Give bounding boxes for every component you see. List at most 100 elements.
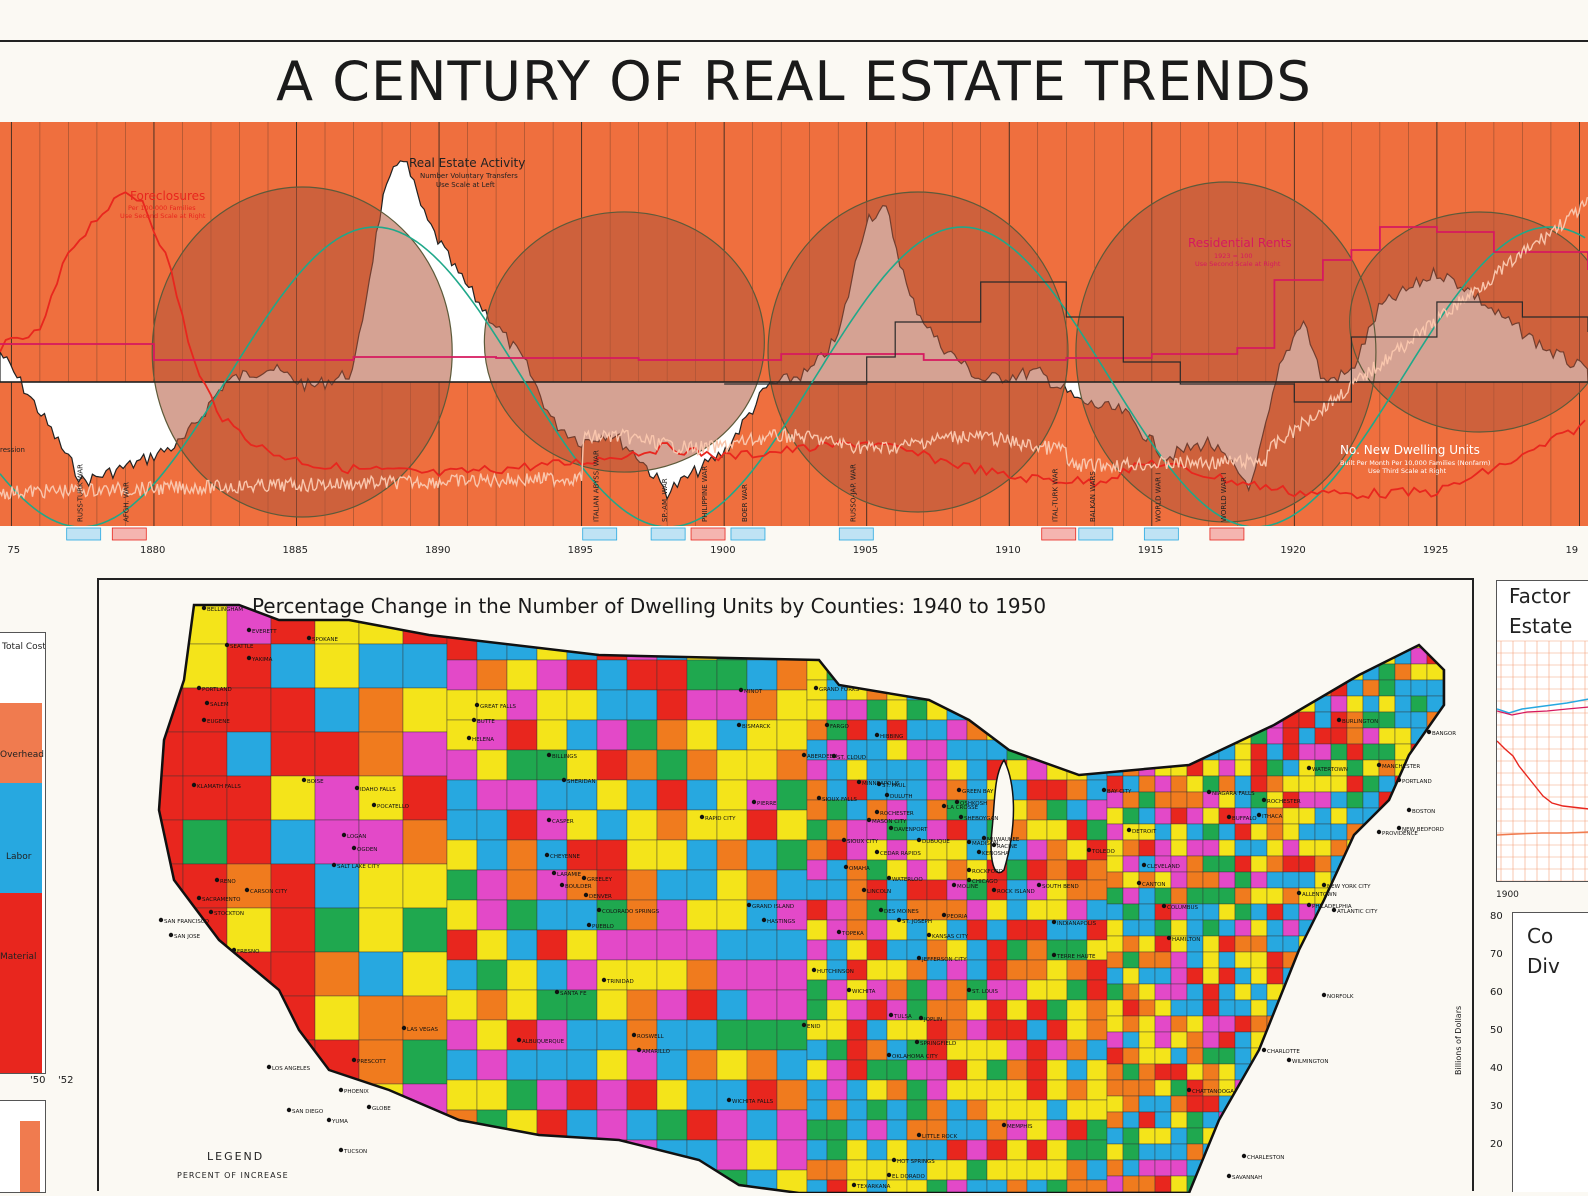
county-cell — [1154, 775, 1172, 793]
city-dot — [824, 722, 830, 728]
county-cell — [1234, 887, 1252, 905]
county-cell — [986, 1039, 1008, 1061]
county-cell — [506, 719, 538, 751]
county-cell — [1046, 1159, 1068, 1181]
city-label: RAPID CITY — [705, 816, 736, 822]
city-label: TOPEKA — [841, 931, 864, 937]
county-cell — [1394, 1159, 1412, 1177]
county-cell — [1086, 899, 1108, 921]
county-cell — [686, 1139, 718, 1171]
county-cell — [806, 719, 828, 741]
county-cell — [1154, 1127, 1172, 1145]
county-cell — [656, 959, 688, 991]
county-cell — [159, 605, 184, 645]
city-dot — [601, 977, 607, 983]
county-cell — [1106, 919, 1124, 937]
county-cell — [1154, 615, 1172, 633]
county-cell — [1346, 1031, 1364, 1049]
county-cell — [1202, 679, 1220, 697]
county-cell — [1378, 919, 1396, 937]
county-cell — [1138, 631, 1156, 649]
county-cell — [1154, 919, 1172, 937]
city-dot — [738, 687, 744, 693]
factor-grid — [1497, 640, 1588, 882]
county-cell — [716, 1109, 748, 1141]
county-cell — [1138, 935, 1156, 953]
county-cell — [1186, 823, 1204, 841]
county-cell — [626, 839, 658, 871]
city-label: IDAHO FALLS — [360, 787, 396, 793]
county-cell — [314, 819, 360, 865]
county-cell — [966, 1039, 988, 1061]
county-cell — [1362, 1191, 1380, 1193]
county-cell — [866, 1139, 888, 1161]
county-cell — [1122, 1079, 1140, 1097]
county-cell — [826, 1159, 848, 1181]
county-cell — [1442, 903, 1444, 921]
county-cell — [806, 999, 828, 1021]
county-cell — [566, 1019, 598, 1051]
city-dot — [966, 987, 972, 993]
city-label: KLAMATH FALLS — [197, 784, 241, 790]
county-cell — [1138, 1015, 1156, 1033]
county-cell — [1410, 605, 1428, 617]
city-dot — [401, 1025, 407, 1031]
county-cell — [926, 979, 948, 1001]
county-cell — [1442, 631, 1444, 649]
city-dot — [306, 635, 312, 641]
county-cell — [1046, 819, 1068, 841]
city-dot — [596, 907, 602, 913]
city-label: SPOKANE — [312, 637, 339, 643]
foreclosures-line — [0, 191, 1586, 500]
city-label: EL DORADO — [892, 1174, 925, 1180]
county-cell — [1122, 1111, 1140, 1129]
county-cell — [1122, 711, 1140, 729]
county-cell — [1394, 605, 1412, 617]
county-cell — [402, 775, 448, 821]
city-label: HAMILTON — [1172, 937, 1200, 943]
county-cell — [566, 629, 598, 661]
county-cell — [1234, 839, 1252, 857]
county-cell — [1154, 695, 1172, 713]
x-tick-label: 1920 — [1280, 545, 1305, 556]
county-cell — [1394, 679, 1412, 697]
county-cell — [1122, 1063, 1140, 1081]
county-cell — [159, 1127, 184, 1173]
city-dot — [886, 875, 892, 881]
war-marker — [582, 527, 618, 541]
county-cell — [1046, 719, 1068, 741]
county-cell — [946, 999, 968, 1021]
city-dot — [561, 777, 567, 783]
county-cell — [1314, 1159, 1332, 1177]
city-dot — [1086, 847, 1092, 853]
dividends-title-2: Div — [1527, 954, 1560, 978]
county-cell — [1186, 807, 1204, 825]
map-title: Percentage Change in the Number of Dwell… — [251, 594, 1047, 618]
county-cell — [358, 687, 404, 733]
county-cell — [1218, 1015, 1236, 1033]
county-cell — [476, 929, 508, 961]
city-dot — [1321, 882, 1327, 888]
county-cell — [1186, 983, 1204, 1001]
county-cell — [1410, 1191, 1428, 1193]
county-cell — [1442, 1175, 1444, 1193]
county-cell — [1362, 647, 1380, 665]
county-cell — [1266, 839, 1284, 857]
war-label: SP.-AM. WAR — [661, 478, 669, 522]
county-cell — [1266, 871, 1284, 889]
county-cell — [1298, 1191, 1316, 1193]
county-cell — [846, 1099, 868, 1121]
county-cell — [746, 1049, 778, 1081]
county-cell — [159, 687, 184, 733]
city-label: ST. LOUIS — [972, 989, 999, 995]
county-cell — [686, 1049, 718, 1081]
county-cell — [986, 999, 1008, 1021]
county-cell — [1378, 663, 1396, 681]
county-cell — [1046, 679, 1068, 701]
county-cell — [1266, 855, 1284, 873]
county-cell — [1426, 1079, 1444, 1097]
city-label: HASTINGS — [767, 919, 796, 925]
county-cell — [986, 605, 1008, 621]
county-cell — [1154, 679, 1172, 697]
county-cell — [1298, 1079, 1316, 1097]
